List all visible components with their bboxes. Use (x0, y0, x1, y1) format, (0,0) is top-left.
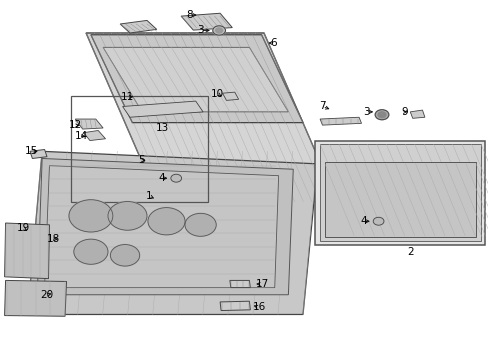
Circle shape (374, 110, 388, 120)
Text: 3: 3 (197, 26, 203, 35)
Polygon shape (222, 92, 238, 100)
Polygon shape (27, 151, 317, 315)
Text: 3: 3 (363, 107, 369, 117)
Text: 18: 18 (47, 234, 60, 244)
Polygon shape (75, 119, 103, 129)
Text: 1: 1 (146, 191, 152, 201)
Circle shape (74, 239, 108, 264)
Polygon shape (44, 166, 278, 288)
Bar (315, 140, 484, 244)
Text: 11: 11 (121, 92, 134, 102)
Text: 4: 4 (360, 216, 366, 226)
Polygon shape (320, 144, 480, 241)
Circle shape (148, 208, 184, 235)
Text: 2: 2 (406, 247, 413, 257)
Text: 4: 4 (158, 173, 164, 183)
Text: 12: 12 (68, 121, 82, 130)
Text: 17: 17 (255, 279, 268, 289)
Polygon shape (4, 280, 66, 316)
Circle shape (215, 28, 222, 33)
Text: 16: 16 (252, 302, 265, 312)
Polygon shape (30, 149, 47, 158)
Polygon shape (181, 13, 232, 30)
Circle shape (170, 174, 181, 182)
Polygon shape (220, 301, 250, 311)
Text: 13: 13 (156, 123, 169, 133)
Polygon shape (83, 131, 105, 140)
Text: 7: 7 (319, 102, 325, 112)
Text: 10: 10 (211, 89, 224, 99)
Polygon shape (122, 101, 203, 117)
Text: 19: 19 (17, 224, 30, 233)
Text: 5: 5 (138, 155, 144, 165)
Text: 14: 14 (74, 131, 87, 141)
Circle shape (372, 217, 383, 225)
Text: 8: 8 (186, 10, 193, 20)
Polygon shape (4, 223, 49, 279)
Circle shape (108, 202, 147, 230)
Text: 20: 20 (41, 290, 54, 300)
Polygon shape (229, 280, 250, 288)
Circle shape (212, 26, 225, 35)
Circle shape (184, 213, 216, 236)
Circle shape (69, 200, 113, 232)
Circle shape (377, 112, 385, 118)
Circle shape (110, 244, 140, 266)
Polygon shape (86, 33, 336, 202)
Text: 6: 6 (270, 38, 277, 48)
Polygon shape (320, 117, 361, 125)
Polygon shape (91, 35, 303, 123)
Polygon shape (409, 110, 424, 118)
Text: 9: 9 (400, 107, 407, 117)
Text: 15: 15 (25, 146, 38, 156)
Polygon shape (325, 162, 475, 237)
Bar (71, 96, 207, 202)
Polygon shape (37, 158, 293, 295)
Polygon shape (120, 21, 157, 33)
Polygon shape (103, 47, 288, 112)
